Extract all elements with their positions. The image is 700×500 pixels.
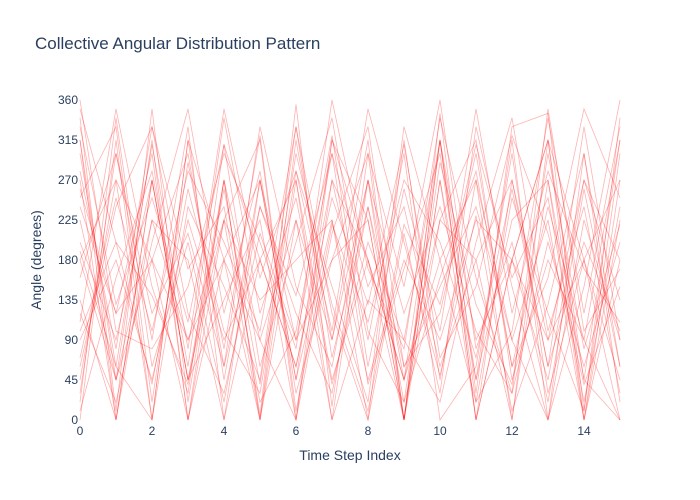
series-line-28 [79,125,621,412]
series-line-30 [79,99,621,394]
series-line-4 [79,138,621,421]
series-line-24 [79,107,621,403]
y-tick-label: 270 [58,173,78,187]
y-tick-label: 315 [58,133,78,147]
series-line-3 [79,138,621,421]
series-line-5 [79,138,621,421]
y-tick-label: 45 [65,373,79,387]
axes: 0 2 4 6 8 10 12 14 0 45 90 135 180 225 270 315 360 [58,93,591,438]
x-axis-title: Time Step Index [299,447,400,463]
y-tick-label: 180 [58,253,78,267]
series-line-29 [79,144,621,413]
series-line-26 [79,117,621,404]
series-line-2 [79,139,621,421]
series-line-8 [79,139,621,421]
series-line-18 [79,108,621,412]
x-tick-label: 4 [221,424,228,438]
series-line-20 [79,117,621,412]
series-line-15 [79,126,621,422]
x-tick-label: 14 [577,424,591,438]
series-line-16 [79,108,621,404]
x-tick-label: 2 [149,424,156,438]
y-tick-label: 225 [58,213,78,227]
x-tick-label: 10 [433,424,447,438]
chart-title: Collective Angular Distribution Pattern [35,34,321,53]
x-tick-label: 12 [505,424,519,438]
x-tick-label: 8 [365,424,372,438]
y-tick-label: 360 [58,93,78,107]
series-line-7 [79,139,621,421]
series-lines [79,99,621,422]
series-line-23 [79,99,621,404]
y-tick-label: 0 [71,413,78,427]
y-tick-label: 135 [58,293,78,307]
x-tick-label: 0 [77,424,84,438]
series-line-17 [79,125,621,395]
y-tick-label: 90 [65,333,79,347]
series-line-12 [79,153,621,421]
series-line-19 [79,99,621,422]
series-line-11 [79,139,621,421]
series-line-14 [79,178,621,382]
series-line-22 [79,108,621,404]
y-axis-title: Angle (degrees) [28,210,44,310]
series-line-27 [79,108,621,413]
series-line-25 [79,126,621,386]
series-line-13 [79,126,621,422]
series-line-21 [79,126,621,395]
series-line-6 [79,139,621,421]
series-line-9 [79,139,621,421]
x-tick-label: 6 [293,424,300,438]
series-line-10 [79,104,621,421]
series-line-1 [79,139,621,421]
